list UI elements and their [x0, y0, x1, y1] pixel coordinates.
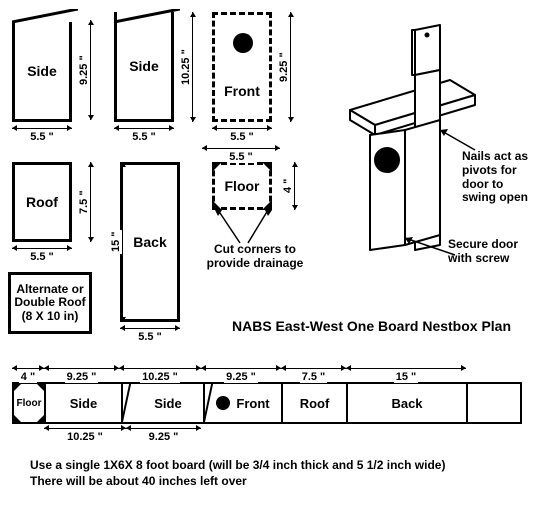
board-dim-1: 9.25 " — [44, 368, 119, 381]
piece-roof: Roof — [12, 162, 72, 242]
dim-roof-h: 7.5 " — [78, 162, 91, 242]
board-seg-side2: Side — [121, 384, 203, 422]
corner-cut-icon — [262, 162, 272, 172]
board-dim-5: 15 " — [346, 368, 466, 381]
board-dim-3: 9.25 " — [201, 368, 281, 381]
cut-corners-note: Cut corners to provide drainage — [200, 242, 310, 271]
nails-note: Nails act as pivots for door to swing op… — [462, 150, 537, 205]
piece-alt-roof: Alternate or Double Roof (8 X 10 in) — [8, 272, 92, 334]
front-label: Front — [224, 83, 260, 99]
footer-line2: There will be about 40 inches left over — [30, 474, 247, 488]
side2-label: Side — [129, 58, 159, 74]
board-seg-floor: Floor — [14, 384, 46, 422]
dim-side2-h: 10.25 " — [180, 12, 193, 122]
dim-floor-h: 4 " — [282, 162, 295, 210]
footer-line1: Use a single 1X6X 8 foot board (will be … — [30, 458, 445, 472]
dim-front-h: 9.25 " — [278, 12, 291, 122]
piece-floor: Floor — [212, 162, 272, 210]
board-seg-front: Front — [203, 384, 283, 422]
piece-back: Back — [120, 162, 180, 322]
entrance-hole-icon — [233, 33, 253, 53]
board-seg-roof: Roof — [283, 384, 348, 422]
board-dim-bottom-1: 9.25 " — [126, 428, 201, 441]
board-seg-leftover — [468, 384, 518, 422]
corner-cut-icon — [212, 162, 222, 172]
plan-title: NABS East-West One Board Nestbox Plan — [232, 318, 511, 334]
board-seg-back: Back — [348, 384, 468, 422]
back-label: Back — [133, 234, 166, 250]
dim-front-w: 5.5 " — [212, 128, 272, 141]
isometric-view — [320, 20, 490, 270]
dim-back-w: 5.5 " — [120, 328, 180, 341]
roof-label: Roof — [26, 194, 58, 210]
board-dim-2: 10.25 " — [119, 368, 201, 381]
alt-roof-label: Alternate or Double Roof (8 X 10 in) — [11, 283, 89, 323]
dim-floor-w: 5.5 " — [202, 148, 280, 161]
floor-label: Floor — [225, 178, 260, 194]
piece-side2: Side — [114, 12, 174, 122]
secure-note: Secure door with screw — [448, 238, 533, 266]
board-seg-side1: Side — [46, 384, 121, 422]
piece-front: Front — [212, 12, 272, 122]
board-dim-4: 7.5 " — [281, 368, 346, 381]
board-dim-bottom-0: 10.25 " — [44, 428, 126, 441]
board-dim-0: 4 " — [12, 368, 44, 381]
board-layout: Floor Side Side Front Roof Back — [12, 382, 522, 424]
dim-back-h: 15 " — [110, 162, 123, 322]
entrance-hole-icon — [216, 396, 230, 410]
dim-side1-h: 9.25 " — [78, 20, 91, 120]
dim-roof-w: 5.5 " — [12, 248, 72, 261]
piece-side1: Side — [12, 22, 72, 122]
diagram-canvas: Side 9.25 " 5.5 " Side 10.25 " 5.5 " Fro… — [10, 10, 535, 516]
side1-label: Side — [27, 63, 57, 79]
dim-side1-w: 5.5 " — [12, 128, 72, 141]
dim-side2-w: 5.5 " — [114, 128, 174, 141]
